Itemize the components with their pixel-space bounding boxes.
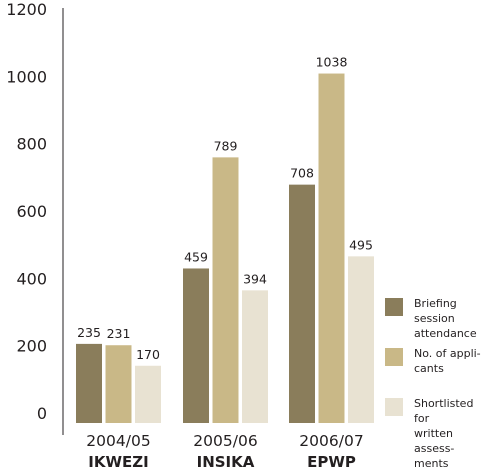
y-tick-label: 800 bbox=[16, 135, 47, 154]
data-labels: 235 459 708 231 789 1038 170 394 495 bbox=[77, 55, 373, 362]
y-tick-label: 1200 bbox=[6, 0, 47, 19]
category-label: 2005/06 bbox=[193, 432, 257, 450]
y-tick-label: 1000 bbox=[6, 67, 47, 86]
bar bbox=[183, 268, 209, 423]
category-labels: 2004/05 IKWEZI 2005/06 INSIKA 2006/07 EPWP bbox=[86, 432, 363, 471]
y-tick-label: 400 bbox=[16, 269, 47, 288]
y-tick-label: 600 bbox=[16, 202, 47, 221]
data-label: 789 bbox=[214, 138, 238, 153]
legend-label-applicants: No. of appli- cants bbox=[414, 347, 481, 375]
data-label: 495 bbox=[349, 237, 373, 252]
group-label: IKWEZI bbox=[88, 453, 148, 471]
legend-swatch-briefing bbox=[385, 298, 403, 316]
data-label: 170 bbox=[136, 347, 160, 362]
bars bbox=[76, 73, 374, 423]
data-label: 708 bbox=[290, 166, 314, 181]
bar bbox=[135, 365, 161, 423]
legend-swatch-shortlisted bbox=[385, 398, 403, 416]
group-label: INSIKA bbox=[197, 453, 255, 471]
bar bbox=[76, 343, 102, 423]
legend-item-shortlisted: Shortlisted for written assess- ments bbox=[385, 396, 489, 470]
legend-item-briefing: Briefing session attendance bbox=[385, 296, 489, 346]
legend-label-shortlisted: Shortlisted for written assess- ments bbox=[414, 397, 474, 470]
bar bbox=[318, 73, 345, 423]
bar bbox=[348, 256, 374, 423]
legend-item-applicants: No. of appli- cants bbox=[385, 346, 489, 396]
bar bbox=[289, 184, 315, 423]
bar bbox=[212, 157, 239, 423]
legend-label-briefing: Briefing session attendance bbox=[414, 297, 477, 340]
legend-swatch-applicants bbox=[385, 348, 403, 366]
data-label: 394 bbox=[243, 271, 267, 286]
y-tick-label: 200 bbox=[16, 337, 47, 356]
bar bbox=[242, 290, 268, 423]
data-label: 235 bbox=[77, 325, 101, 340]
y-axis-ticks: 0 200 400 600 800 1000 1200 bbox=[6, 0, 47, 423]
y-tick-label: 0 bbox=[37, 404, 47, 423]
data-label: 231 bbox=[107, 326, 131, 341]
data-label: 459 bbox=[184, 249, 208, 264]
legend: Briefing session attendance No. of appli… bbox=[385, 296, 489, 470]
category-label: 2006/07 bbox=[299, 432, 363, 450]
bar bbox=[105, 345, 132, 423]
data-label: 1038 bbox=[316, 55, 348, 70]
category-label: 2004/05 bbox=[86, 432, 150, 450]
group-label: EPWP bbox=[307, 453, 356, 471]
